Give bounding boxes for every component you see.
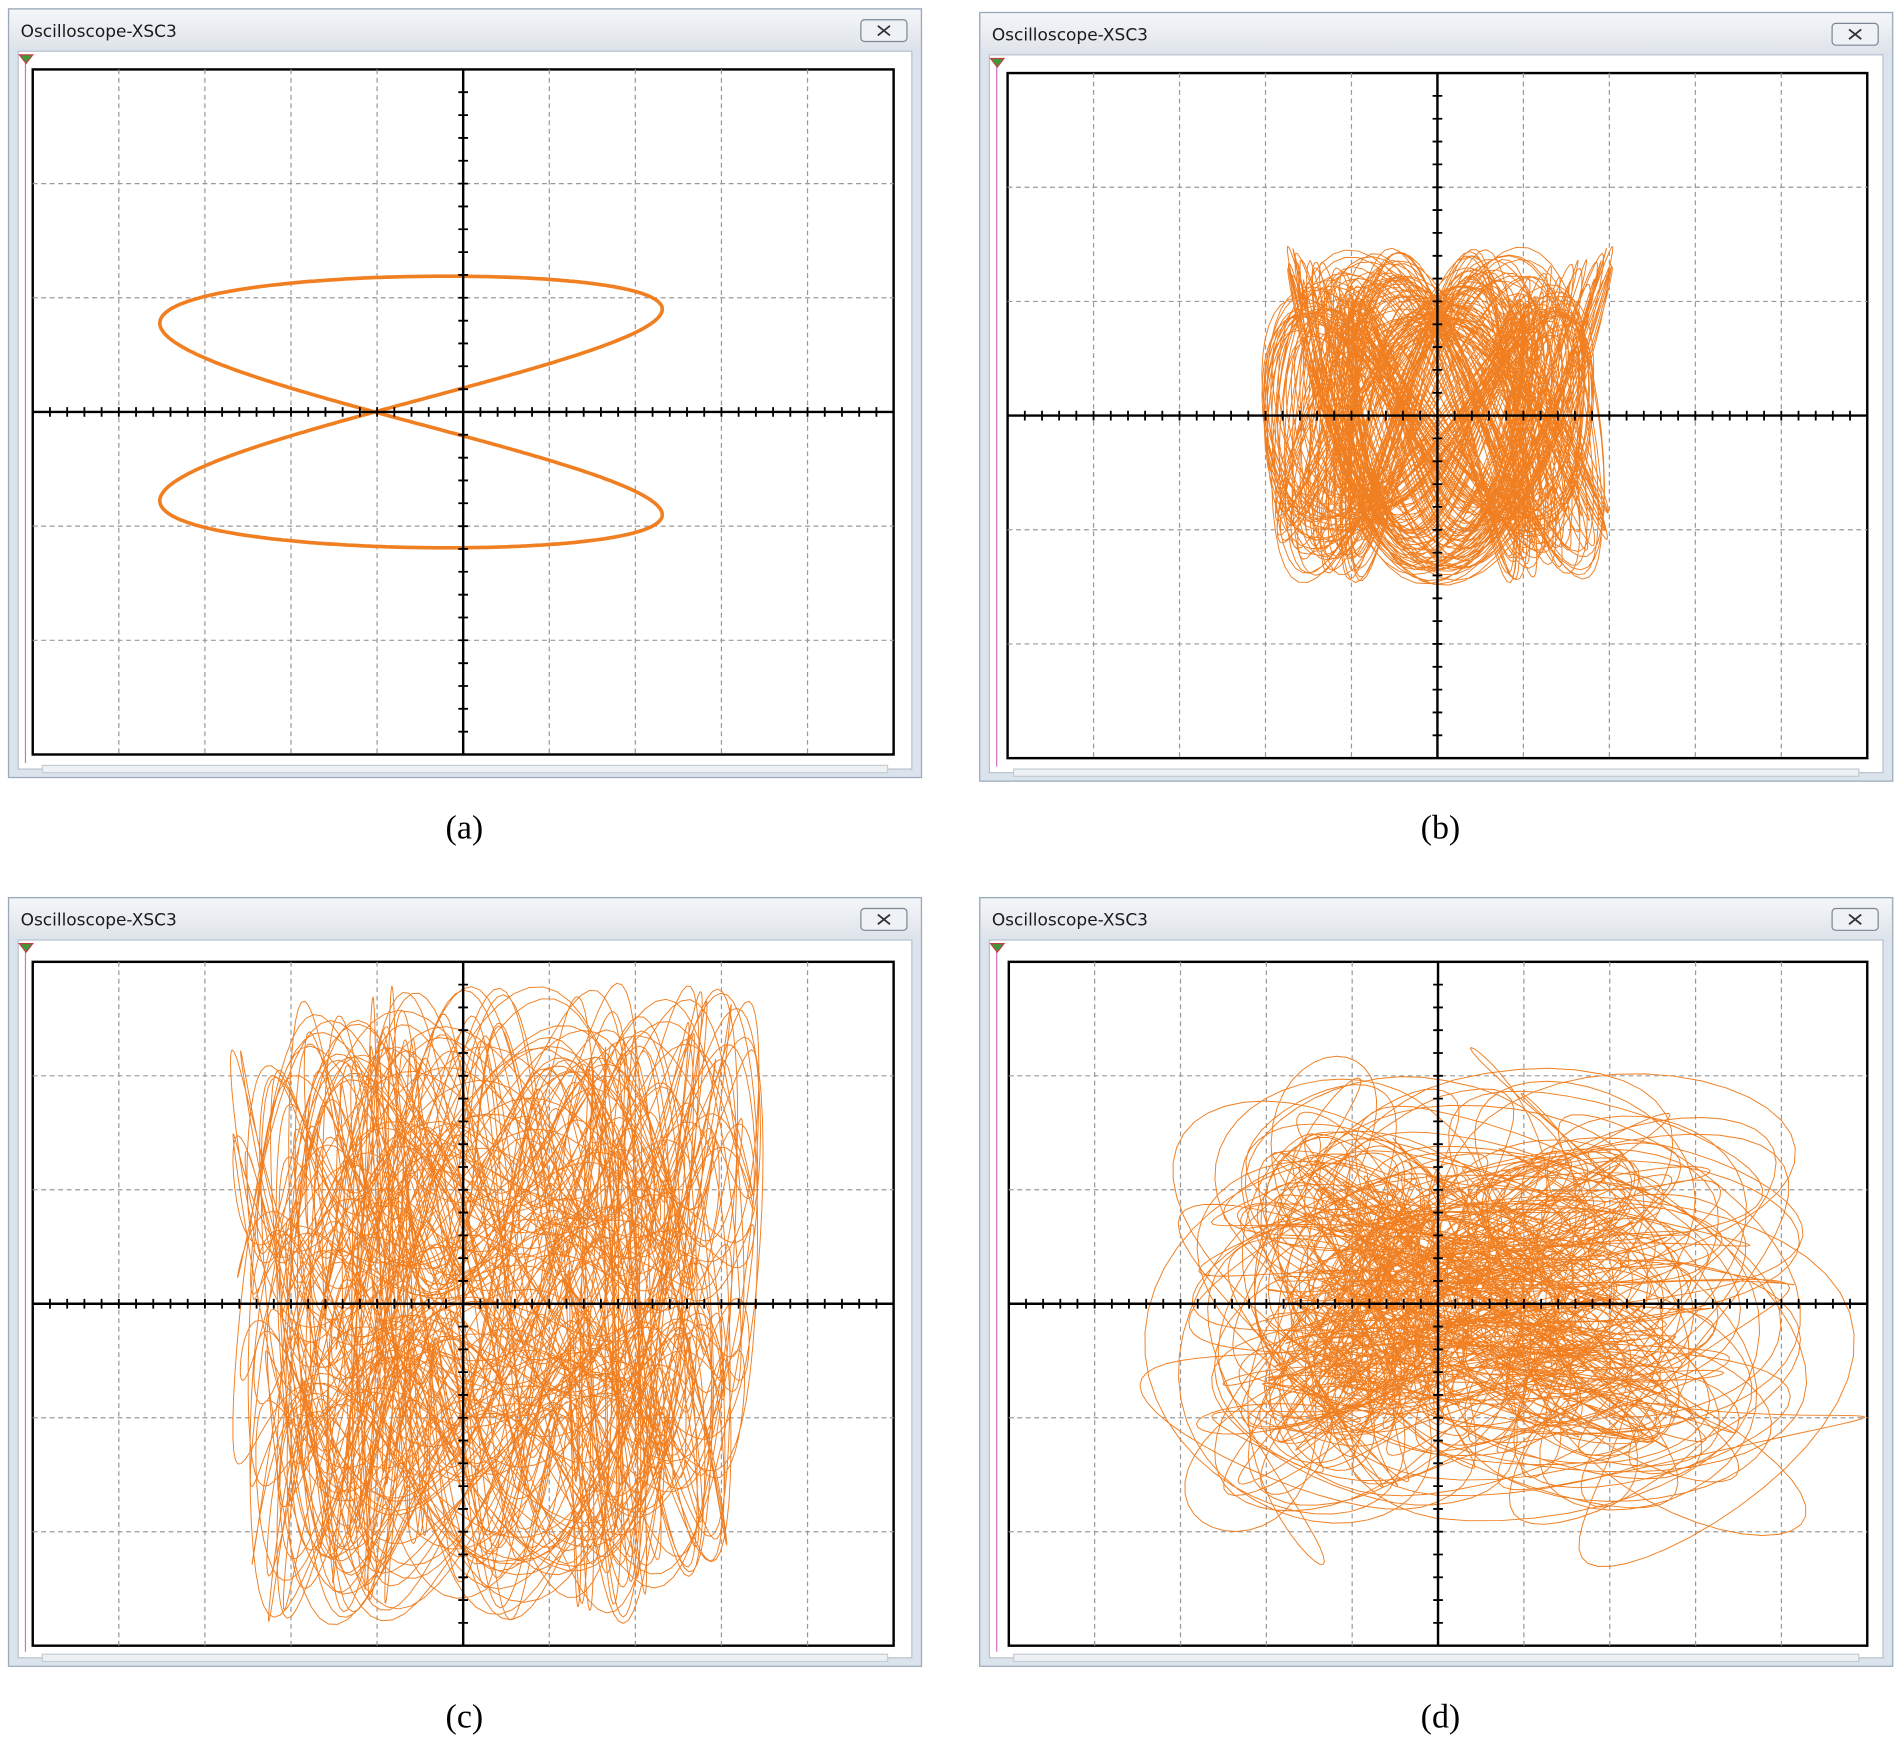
scroll-bar bbox=[1013, 768, 1860, 777]
scroll-bar bbox=[41, 764, 889, 774]
window-title: Oscilloscope-XSC3 bbox=[992, 911, 1148, 931]
trace bbox=[230, 982, 764, 1625]
window-title: Oscilloscope-XSC3 bbox=[21, 22, 177, 42]
cursor-marker bbox=[18, 54, 34, 65]
close-icon[interactable] bbox=[1848, 28, 1862, 40]
close-button[interactable] bbox=[860, 19, 908, 43]
cursor-marker bbox=[989, 943, 1006, 954]
close-button[interactable] bbox=[1831, 22, 1879, 46]
cursor-marker bbox=[18, 943, 34, 954]
close-icon[interactable] bbox=[877, 25, 891, 37]
title-bar bbox=[9, 10, 921, 49]
trace bbox=[1261, 245, 1614, 586]
close-button[interactable] bbox=[860, 907, 908, 931]
caption: (b) bbox=[1421, 810, 1461, 847]
close-icon[interactable] bbox=[877, 913, 891, 925]
title-bar bbox=[980, 13, 1892, 53]
oscilloscope-window: Oscilloscope-XSC3 bbox=[979, 11, 1894, 782]
trace bbox=[1139, 1046, 1866, 1567]
window-title: Oscilloscope-XSC3 bbox=[992, 25, 1148, 45]
title-bar bbox=[9, 898, 921, 938]
oscilloscope-window: Oscilloscope-XSC3 bbox=[7, 8, 923, 779]
scroll-bar bbox=[1013, 1653, 1860, 1663]
axis-ticks bbox=[49, 91, 878, 733]
caption: (a) bbox=[446, 810, 484, 847]
axis-ticks bbox=[1025, 983, 1851, 1624]
title-bar bbox=[980, 898, 1892, 938]
caption: (d) bbox=[1421, 1698, 1461, 1735]
oscilloscope-window: Oscilloscope-XSC3 bbox=[7, 896, 923, 1667]
window-title: Oscilloscope-XSC3 bbox=[21, 911, 177, 931]
close-icon[interactable] bbox=[1848, 913, 1862, 925]
axis-ticks bbox=[1023, 94, 1851, 737]
close-button[interactable] bbox=[1831, 907, 1879, 931]
axis-ticks bbox=[49, 983, 878, 1624]
scroll-bar bbox=[41, 1653, 889, 1663]
oscilloscope-window: Oscilloscope-XSC3 bbox=[979, 896, 1894, 1667]
caption: (c) bbox=[446, 1698, 484, 1735]
cursor-marker bbox=[989, 57, 1006, 68]
